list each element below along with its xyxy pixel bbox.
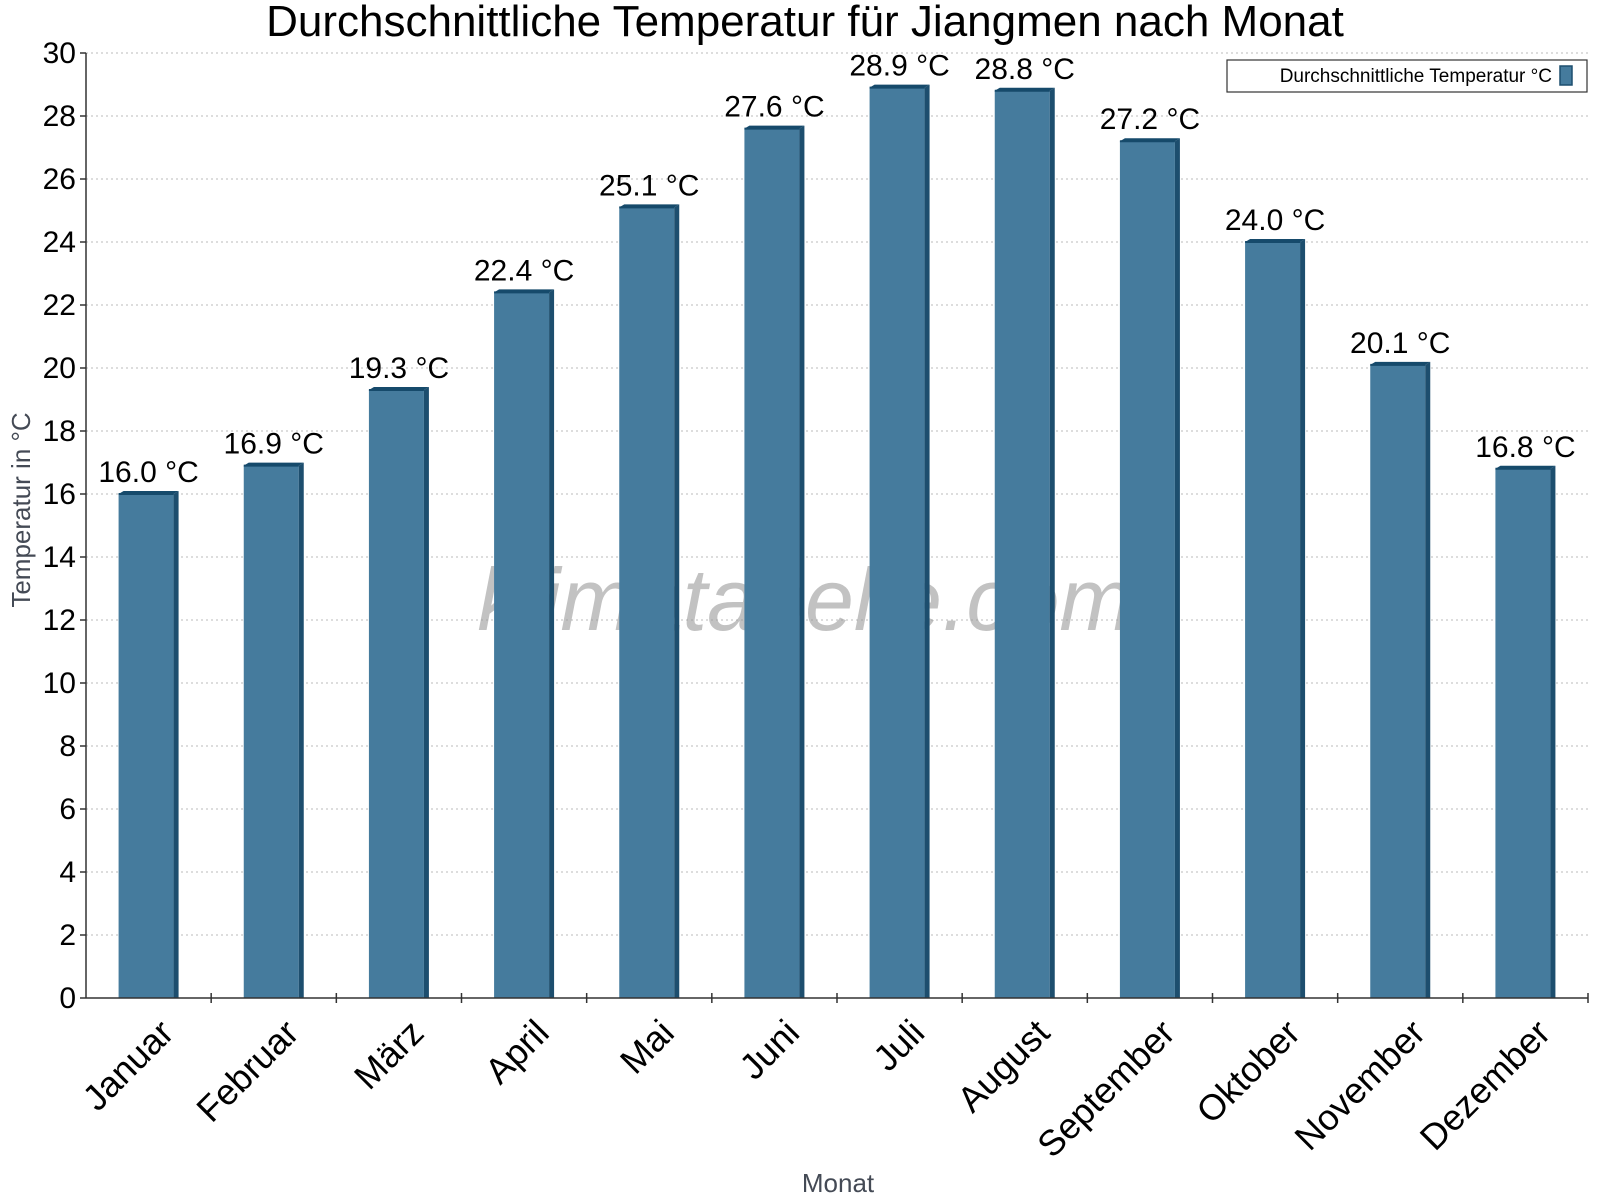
bar-side xyxy=(1174,138,1180,998)
bar-side xyxy=(799,125,805,999)
bar xyxy=(619,204,680,999)
bar xyxy=(744,125,805,999)
x-ticks: Januar Februar März April Mai Juni Juli AugustS… xyxy=(74,993,1589,1166)
data-label: 16.8 °C xyxy=(1475,431,1575,464)
y-tick-label: 20 xyxy=(43,352,76,385)
bar xyxy=(243,462,304,998)
legend: Durchschnittliche Temperatur °C xyxy=(1226,59,1588,93)
x-tick-label: Januar xyxy=(74,1012,181,1119)
x-tick-label: September xyxy=(1029,1012,1183,1166)
bar-side xyxy=(1425,361,1431,999)
x-tick-label: Oktober xyxy=(1188,1012,1308,1132)
data-label: 16.0 °C xyxy=(98,456,198,489)
bar-front xyxy=(1245,242,1301,998)
bar-front xyxy=(243,465,299,998)
bar xyxy=(494,289,555,998)
bar-side xyxy=(924,84,930,998)
y-tick-label: 24 xyxy=(43,226,76,259)
bar xyxy=(1119,138,1180,998)
data-label: 22.4 °C xyxy=(474,254,574,287)
bar-front xyxy=(619,207,675,999)
data-label: 28.8 °C xyxy=(975,53,1075,86)
y-axis-title: Temperatur in °C xyxy=(6,412,36,607)
data-label: 16.9 °C xyxy=(224,428,324,461)
bar-side xyxy=(423,387,429,998)
bars xyxy=(118,84,1556,999)
bar xyxy=(118,491,179,998)
x-axis-title: Monat xyxy=(802,1168,875,1198)
bar xyxy=(869,84,930,998)
data-label: 20.1 °C xyxy=(1350,327,1450,360)
data-label: 27.6 °C xyxy=(724,91,824,124)
data-label: 19.3 °C xyxy=(349,352,449,385)
bar-front xyxy=(494,292,550,998)
x-tick-label: Juli xyxy=(865,1012,932,1079)
x-tick-label: November xyxy=(1286,1012,1432,1158)
bar-side xyxy=(1049,87,1055,999)
bar-front xyxy=(1495,468,1551,998)
y-tick-label: 16 xyxy=(43,478,76,511)
y-tick-label: 18 xyxy=(43,415,76,448)
y-tick-label: 22 xyxy=(43,289,76,322)
bar xyxy=(1245,239,1306,998)
y-tick-label: 10 xyxy=(43,667,76,700)
y-tick-label: 30 xyxy=(43,37,76,70)
data-label: 27.2 °C xyxy=(1100,103,1200,136)
bar-front xyxy=(1119,141,1175,998)
bar-side xyxy=(674,204,680,999)
data-label: 25.1 °C xyxy=(599,169,699,202)
y-tick-label: 4 xyxy=(59,856,76,889)
x-tick-label: Dezember xyxy=(1412,1012,1558,1158)
x-tick-label: März xyxy=(346,1012,432,1098)
bar xyxy=(368,387,429,998)
bar xyxy=(1370,361,1431,999)
bar-front xyxy=(869,87,925,998)
grid xyxy=(86,52,1588,936)
x-tick-label: Mai xyxy=(612,1012,682,1082)
legend-swatch xyxy=(1559,65,1573,86)
bar-side xyxy=(173,491,179,998)
bar-side xyxy=(1550,465,1556,998)
y-tick-label: 6 xyxy=(59,793,76,826)
legend-label: Durchschnittliche Temperatur °C xyxy=(1280,66,1552,87)
bar-front xyxy=(994,90,1050,999)
y-tick-label: 12 xyxy=(43,604,76,637)
bar xyxy=(1495,465,1556,998)
bar-side xyxy=(298,462,304,998)
x-tick-label: Juni xyxy=(731,1012,807,1088)
x-tick-label: April xyxy=(477,1012,557,1092)
data-label: 28.9 °C xyxy=(849,50,949,83)
data-label: 24.0 °C xyxy=(1225,204,1325,237)
bar-side xyxy=(549,289,555,998)
y-tick-label: 0 xyxy=(59,982,76,1015)
y-tick-label: 2 xyxy=(59,919,76,952)
y-tick-label: 8 xyxy=(59,730,76,763)
bar-front xyxy=(118,494,174,998)
legend-box xyxy=(1226,59,1588,93)
y-tick-label: 28 xyxy=(43,100,76,133)
bar-front xyxy=(1370,364,1426,999)
axes xyxy=(85,53,1588,999)
x-tick-label: August xyxy=(949,1012,1057,1120)
data-labels: 16.0 °C 16.9 °C 19.3 °C 22.4 °C 25.1 °C 27.6 … xyxy=(98,50,1575,489)
chart-title: Durchschnittliche Temperatur für Jiangme… xyxy=(266,0,1344,46)
bar xyxy=(994,87,1055,999)
y-tick-label: 14 xyxy=(43,541,76,574)
bar-front xyxy=(744,128,800,999)
x-tick-label: Februar xyxy=(188,1012,306,1130)
bar-side xyxy=(1300,239,1306,998)
y-tick-label: 26 xyxy=(43,163,76,196)
bar-front xyxy=(368,390,424,998)
